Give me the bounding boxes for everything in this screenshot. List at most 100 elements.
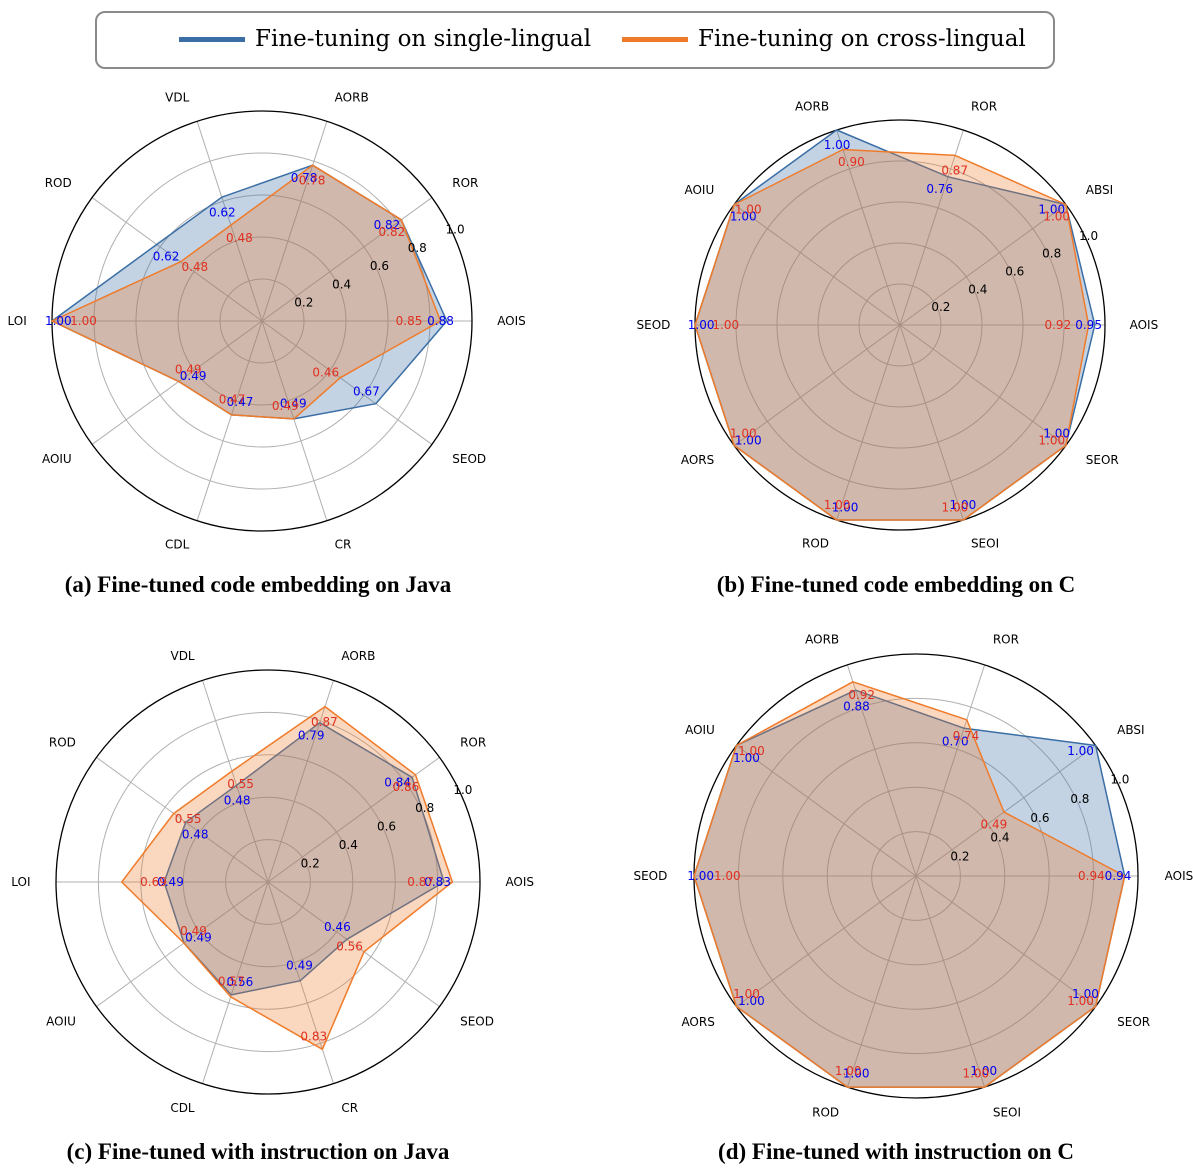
axis-label: LOI (11, 875, 30, 889)
grid-spoke (915, 875, 986, 1088)
data-label-cross: 0.48 (181, 260, 208, 274)
data-label-cross: 0.74 (953, 729, 980, 743)
radial-tick-label: 0.4 (339, 838, 358, 852)
grid-spoke (915, 664, 986, 877)
data-label-cross: 1.00 (70, 314, 97, 328)
data-label-cross: 1.00 (1067, 994, 1094, 1008)
data-label-single: 0.95 (1075, 318, 1102, 332)
legend-label-single: Fine-tuning on single-lingual (255, 26, 592, 52)
axis-label: AORS (681, 1015, 714, 1029)
data-label-cross: 0.56 (336, 939, 363, 953)
radial-tick-label: 0.6 (370, 259, 389, 273)
series-area-cross (693, 681, 1126, 1088)
axis-label: SEOI (971, 536, 999, 550)
data-label-single: 1.00 (735, 433, 762, 447)
grid-spoke (196, 121, 263, 322)
grid-spoke (733, 204, 901, 326)
axis-label: SEOD (452, 452, 486, 466)
caption-c: (c) Fine-tuned with instruction on Java (66, 1139, 450, 1164)
data-label-cross: 0.69 (140, 875, 167, 889)
radial-tick-label: 0.4 (990, 830, 1009, 844)
legend-swatch-single (179, 36, 245, 42)
radial-tick-label: 0.2 (294, 296, 313, 310)
data-label-cross: 0.94 (1078, 869, 1105, 883)
data-label-cross: 0.49 (272, 399, 299, 413)
data-label-single: 1.00 (1043, 427, 1070, 441)
grid-spoke (261, 320, 433, 445)
data-label-cross: 1.00 (712, 318, 739, 332)
caption-a: (a) Fine-tuned code embedding on Java (64, 572, 452, 597)
data-label-single: 0.49 (286, 958, 313, 972)
radar-chart-b: 0.2 0.4 0.6 0.8 1.0 AOIS ABSI ROR AORB AOIU SEOD AO… (637, 100, 1159, 551)
axis-label: SEOD (637, 318, 671, 332)
data-label-single: 1.00 (950, 498, 977, 512)
radial-tick-label: 0.6 (1005, 264, 1024, 278)
data-label-single: 0.76 (926, 182, 953, 196)
axis-label: AORB (795, 100, 829, 114)
data-label-cross: 0.78 (299, 173, 326, 187)
axis-label: AOIS (505, 875, 534, 889)
grid-spoke (261, 121, 328, 322)
radar-chart-a: 0.2 0.4 0.6 0.8 1.0 AOIS ROR AORB VDL ROD LOI AOIU C… (8, 90, 526, 551)
radial-tick-label: 0.6 (1030, 811, 1049, 825)
radial-tick-label: 0.2 (950, 850, 969, 864)
data-label-cross: 0.49 (180, 924, 207, 938)
legend-swatch-cross (622, 36, 688, 42)
axis-label: VDL (170, 649, 194, 663)
data-label-cross: 0.46 (312, 366, 339, 380)
data-label-cross: 1.00 (714, 869, 741, 883)
data-label-cross: 1.00 (738, 744, 765, 758)
data-label-cross: 1.00 (835, 1064, 862, 1078)
data-label-single: 1.00 (970, 1064, 997, 1078)
radial-tick-label: 1.0 (446, 223, 465, 237)
data-label-cross: 0.90 (838, 155, 865, 169)
data-label-cross: 0.55 (227, 777, 254, 791)
data-label-cross: 0.48 (226, 231, 253, 245)
axis-label: ROR (993, 633, 1019, 647)
grid-spoke (733, 324, 901, 446)
data-label-cross: 1.00 (1038, 433, 1065, 447)
grid-spoke (899, 324, 1067, 446)
grid-spoke (267, 756, 440, 883)
grid-spoke (899, 129, 964, 326)
caption-b: (b) Fine-tuned code embedding on C (716, 572, 1076, 597)
series-area-cross (694, 148, 1090, 521)
axis-label: ABSI (1117, 723, 1144, 737)
radial-tick-label: 0.8 (1070, 792, 1089, 806)
data-label-cross: 0.49 (175, 362, 202, 376)
grid-spoke (202, 680, 269, 883)
axis-label: SEOR (1117, 1015, 1150, 1029)
axis-label: AOIU (42, 452, 72, 466)
legend-item-single: Fine-tuning on single-lingual (179, 26, 591, 52)
grid-spoke (846, 875, 917, 1088)
axis-label: ROR (971, 100, 997, 114)
data-label-single: 0.49 (180, 369, 207, 383)
grid-spoke (899, 204, 1067, 326)
axis-label: SEOD (633, 869, 667, 883)
axis-label: SEOD (460, 1015, 494, 1029)
data-label-cross: 0.86 (393, 780, 420, 794)
data-label-single: 1.00 (1038, 203, 1065, 217)
data-label-cross: 0.55 (175, 812, 202, 826)
data-label-single: 0.48 (182, 827, 209, 841)
grid-spoke (836, 129, 901, 326)
axis-label: AOIU (46, 1015, 76, 1029)
data-label-single: 0.47 (227, 395, 254, 409)
data-label-cross: 0.83 (300, 1030, 327, 1044)
data-label-single: 0.79 (298, 729, 325, 743)
grid-spoke (202, 881, 269, 1084)
data-label-single: 1.00 (730, 209, 757, 223)
series-area-cross (51, 164, 442, 420)
radial-tick-label: 0.4 (332, 277, 351, 291)
data-label-single: 0.88 (843, 699, 870, 713)
data-label-cross: 1.00 (730, 427, 757, 441)
data-label-cross: 1.00 (733, 987, 760, 1001)
radial-tick-label: 0.8 (415, 801, 434, 815)
axis-label: AOIS (497, 314, 526, 328)
data-label-single: 0.49 (185, 931, 212, 945)
data-label-cross: 0.87 (941, 163, 968, 177)
data-label-single: 1.00 (733, 751, 760, 765)
axis-label: LOI (8, 314, 27, 328)
data-label-single: 0.78 (291, 171, 318, 185)
